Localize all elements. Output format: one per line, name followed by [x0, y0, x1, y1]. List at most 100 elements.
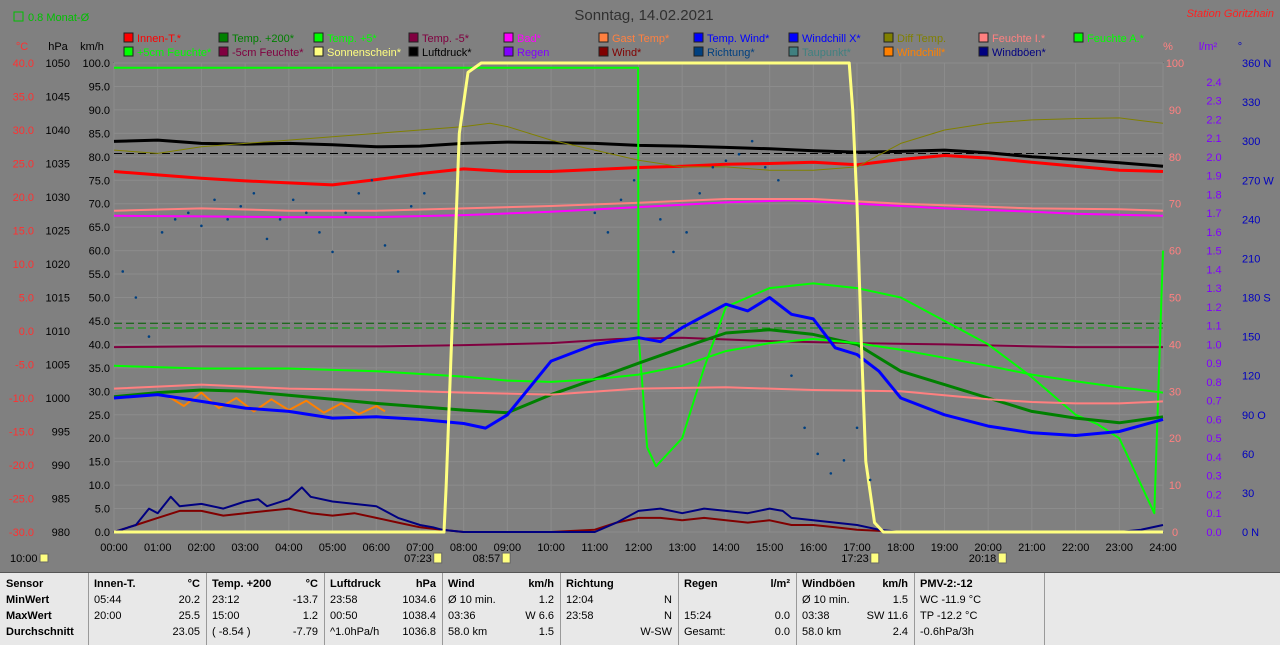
- rain-tick: 0.5: [1206, 433, 1221, 445]
- series-richtung-point: [829, 472, 833, 475]
- time-tick: 02:00: [188, 542, 216, 554]
- kmh-tick: 70.0: [89, 199, 110, 211]
- summary-value: 1.2: [302, 610, 318, 622]
- time-tick: 21:00: [1018, 542, 1046, 554]
- legend-label: Temp. -5*: [422, 33, 470, 45]
- summary-value: 25.5: [178, 610, 200, 622]
- rain-tick: 1.6: [1206, 227, 1221, 239]
- hpa-tick: 1005: [46, 360, 70, 372]
- sun-time-moon: 20:18: [969, 553, 997, 565]
- rain-tick: 0.1: [1206, 508, 1221, 520]
- sun-marker-moon: [997, 552, 1007, 564]
- rain-tick: 0.7: [1206, 396, 1221, 408]
- series-richtung-point: [252, 191, 256, 195]
- legend-swatch: [503, 32, 514, 43]
- kmh-tick: 15.0: [89, 457, 110, 469]
- time-tick: 24:00: [1149, 542, 1177, 554]
- legend-swatch: [218, 32, 229, 43]
- summary-value: 1.5: [892, 594, 908, 606]
- summary-label: Ø 10 min.: [802, 594, 850, 606]
- legend-swatch: [408, 46, 419, 57]
- pct-tick: 70: [1169, 199, 1181, 211]
- summary-label: Sensor: [6, 578, 44, 590]
- legend-label: Taupunkt*: [802, 47, 852, 59]
- rain-tick: 1.3: [1206, 283, 1221, 295]
- pct-tick: 20: [1169, 433, 1181, 445]
- summary-value: -13.7: [292, 594, 318, 606]
- time-tick: 09:00: [494, 542, 522, 554]
- summary-label: Innen-T.: [94, 578, 136, 590]
- dir-tick: 0 N: [1242, 527, 1259, 539]
- summary-label: 15:00: [212, 610, 240, 622]
- hpa-tick: 1000: [46, 393, 70, 405]
- kmh-tick: 45.0: [89, 316, 110, 328]
- legend-label: Bad*: [517, 33, 542, 45]
- time-tick: 19:00: [931, 542, 959, 554]
- summary-column: Wind km/h Ø 10 min. 1.2 03:36 W 6.6 58.0 km 1.5: [442, 573, 561, 645]
- summary-value: l/m²: [770, 578, 790, 590]
- series-richtung-point: [370, 178, 374, 182]
- station-label: Station Göritzhain: [1187, 8, 1274, 20]
- summary-row: [684, 593, 790, 608]
- legend-label: Regen: [517, 47, 549, 59]
- kmh-tick: 85.0: [89, 128, 110, 140]
- hpa-tick: 985: [52, 494, 70, 506]
- legend-label: Feuchte I.*: [992, 33, 1046, 45]
- summary-label: 58.0 km: [448, 626, 488, 638]
- legend-label: Windböen*: [992, 47, 1047, 59]
- series-richtung-point: [724, 159, 728, 163]
- legend-label: Temp. Wind*: [707, 33, 770, 45]
- kmh-tick: 10.0: [89, 480, 110, 492]
- summary-label: Ø 10 min.: [448, 594, 496, 606]
- time-tick: 05:00: [319, 542, 347, 554]
- time-tick: 06:00: [362, 542, 390, 554]
- summary-row: 03:38 SW 11.6: [802, 609, 908, 624]
- hpa-tick: 990: [52, 460, 70, 472]
- summary-column: Luftdruck hPa 23:58 1034.6 00:50 1038.4 ^1.0hP…: [324, 573, 443, 645]
- legend-swatch: [408, 32, 419, 43]
- dir-tick: 240: [1242, 214, 1260, 226]
- unit-pct: %: [1163, 41, 1173, 53]
- kmh-tick: 35.0: [89, 363, 110, 375]
- series-taupunkt: [113, 383, 1164, 405]
- series-richtung-point: [291, 198, 295, 202]
- series-richtung-point: [396, 270, 400, 273]
- pct-tick: 50: [1169, 293, 1181, 305]
- summary-label: Durchschnitt: [6, 626, 74, 638]
- rain-tick: 0.3: [1206, 471, 1221, 483]
- left-time-label: 10:00: [10, 553, 38, 565]
- pct-tick: 100: [1166, 58, 1184, 70]
- pct-tick: 0: [1172, 527, 1178, 539]
- rain-tick: 0.0: [1206, 527, 1221, 539]
- summary-row: 23:58 1034.6: [330, 593, 436, 608]
- series-richtung-point: [357, 191, 361, 195]
- series-richtung-point: [685, 231, 688, 234]
- temp-tick: -5.0: [15, 360, 34, 372]
- legend-swatch: [883, 46, 894, 57]
- time-tick: 20:00: [974, 542, 1002, 554]
- summary-label: TP -12.2 °C: [920, 610, 978, 622]
- summary-label: Gesamt:: [684, 626, 726, 638]
- hpa-tick: 1050: [46, 58, 70, 70]
- legend-label: Diff Temp.: [897, 33, 946, 45]
- series-richtung-point: [672, 250, 675, 254]
- temp-tick: 40.0: [13, 58, 34, 70]
- series-richtung-point: [790, 374, 793, 377]
- rain-tick: 2.2: [1206, 114, 1221, 126]
- summary-label: 03:36: [448, 610, 476, 622]
- series-richtung-point: [305, 211, 308, 215]
- legend-swatch: [693, 46, 704, 57]
- series-richtung-point: [226, 218, 229, 221]
- summary-row: WC -11.9 °C: [920, 593, 1038, 608]
- series-richtung-point: [160, 231, 164, 234]
- pct-tick: 10: [1169, 480, 1181, 492]
- summary-row: 03:36 W 6.6: [448, 609, 554, 624]
- legend-swatch: [1073, 32, 1084, 43]
- legend-swatch: [598, 46, 609, 57]
- summary-value: km/h: [882, 578, 908, 590]
- rain-tick: 1.1: [1206, 321, 1221, 333]
- rain-tick: 1.9: [1206, 171, 1221, 183]
- summary-header: Temp. +200 °C: [212, 577, 318, 592]
- sun-time-noon: 08:57: [473, 553, 501, 565]
- legend-swatch: [978, 32, 989, 43]
